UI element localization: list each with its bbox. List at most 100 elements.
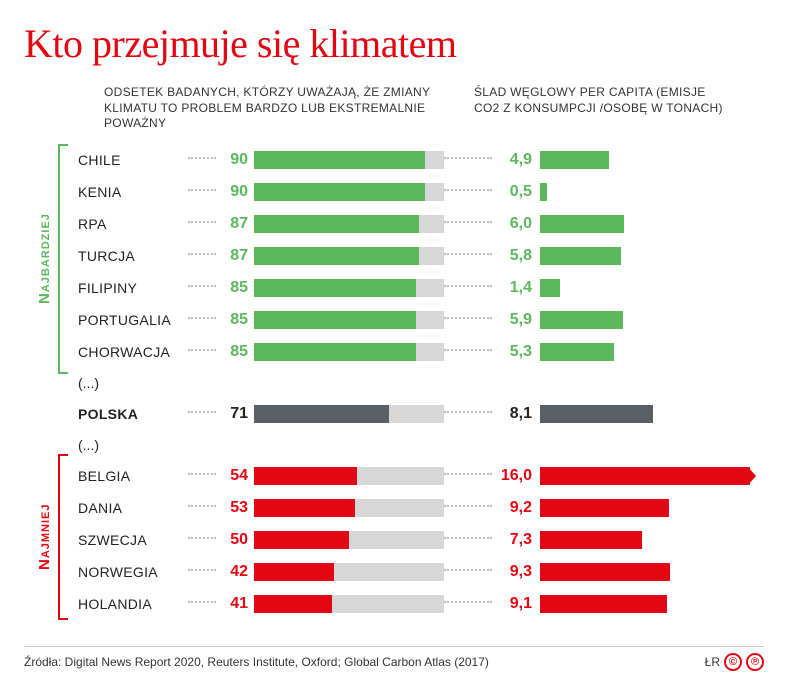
percent-bar-track [254, 151, 444, 169]
data-row: BELGIA 54 16,0 [78, 460, 764, 492]
carbon-value: 9,2 [492, 499, 532, 517]
carbon-value: 6,0 [492, 215, 532, 233]
dots [188, 253, 216, 255]
carbon-bar [540, 531, 642, 549]
data-row: RPA 87 6,0 [78, 208, 764, 240]
data-row: HOLANDIA 41 9,1 [78, 588, 764, 620]
carbon-bar [540, 343, 614, 361]
data-row: CHILE904,9 [78, 144, 764, 176]
country-label: SZWECJA [78, 532, 188, 548]
data-row: FILIPINY851,4 [78, 272, 764, 304]
source-text: Źródła: Digital News Report 2020, Reuter… [24, 655, 489, 669]
label-least: Najmniej [36, 454, 53, 620]
carbon-bar-track [540, 343, 750, 361]
country-label: HOLANDIA [78, 596, 188, 612]
country-label: PORTUGALIA [78, 312, 188, 328]
percent-bar [254, 279, 416, 297]
carbon-bar-track [540, 499, 750, 517]
country-label: KENIA [78, 184, 188, 200]
carbon-bar-track [540, 247, 750, 265]
percent-value: 85 [216, 343, 248, 361]
carbon-value: 9,1 [492, 595, 532, 613]
label-most: Najbardziej [36, 144, 53, 374]
country-label: POLSKA [78, 406, 188, 422]
dots [188, 601, 216, 603]
country-label: FILIPINY [78, 280, 188, 296]
header-carbon: ŚLAD WĘGLOWY PER CAPITA (EMISJE CO2 Z KO… [474, 85, 734, 132]
data-row: NORWEGIA429,3 [78, 556, 764, 588]
carbon-bar-track [540, 563, 750, 581]
dots [188, 157, 216, 159]
carbon-value: 5,8 [492, 247, 532, 265]
country-label: DANIA [78, 500, 188, 516]
phono-badge: ℗ [746, 653, 764, 671]
percent-value: 87 [216, 247, 248, 265]
carbon-bar [540, 595, 667, 613]
percent-bar-track [254, 531, 444, 549]
carbon-bar [540, 279, 560, 297]
chart-title: Kto przejmuje się klimatem [24, 20, 764, 67]
carbon-bar-track [540, 151, 750, 169]
carbon-value: 5,3 [492, 343, 532, 361]
data-row: CHORWACJA 85 5,3 [78, 336, 764, 368]
carbon-bar [540, 499, 669, 517]
percent-value: 54 [216, 467, 248, 485]
percent-bar [254, 247, 419, 265]
dots [188, 221, 216, 223]
country-label: RPA [78, 216, 188, 232]
percent-bar-track [254, 343, 444, 361]
carbon-value: 4,9 [492, 151, 532, 169]
data-row: DANIA539,2 [78, 492, 764, 524]
bracket-top [58, 144, 68, 374]
data-row: POLSKA718,1 [78, 398, 764, 430]
percent-bar-track [254, 595, 444, 613]
carbon-bar-track [540, 311, 750, 329]
carbon-bar-track [540, 405, 750, 423]
carbon-value: 16,0 [492, 467, 532, 485]
percent-bar-track [254, 499, 444, 517]
percent-bar-track [254, 279, 444, 297]
data-row: TURCJA875,8 [78, 240, 764, 272]
percent-bar [254, 563, 334, 581]
dots [444, 537, 492, 539]
percent-value: 41 [216, 595, 248, 613]
country-label: CHILE [78, 152, 188, 168]
ellipsis-row: (...) [78, 430, 764, 460]
country-label: BELGIA [78, 468, 188, 484]
percent-bar-track [254, 215, 444, 233]
author-initials: ŁR [705, 655, 720, 669]
dots [444, 505, 492, 507]
carbon-value: 0,5 [492, 183, 532, 201]
percent-value: 50 [216, 531, 248, 549]
copyright-badge: © [724, 653, 742, 671]
data-row: SZWECJA 50 7,3 [78, 524, 764, 556]
header-percent: ODSETEK BADANYCH, KTÓRZY UWAŻAJĄ, ŻE ZMI… [104, 85, 444, 132]
percent-value: 87 [216, 215, 248, 233]
percent-bar [254, 499, 355, 517]
rows-container: CHILE904,9KENIA900,5RPA876,0TURCJA875,8F… [78, 144, 764, 620]
percent-bar-track [254, 405, 444, 423]
carbon-value: 7,3 [492, 531, 532, 549]
percent-value: 85 [216, 279, 248, 297]
percent-bar-track [254, 467, 444, 485]
dots [188, 317, 216, 319]
overflow-arrow-icon [748, 467, 756, 485]
ellipsis-row: (...) [78, 368, 764, 398]
dots [188, 505, 216, 507]
carbon-bar-track [540, 279, 750, 297]
dots [188, 569, 216, 571]
carbon-bar-track [540, 467, 750, 485]
carbon-value: 5,9 [492, 311, 532, 329]
carbon-bar [540, 215, 624, 233]
percent-bar-track [254, 311, 444, 329]
dots [444, 253, 492, 255]
credits: ŁR © ℗ [705, 653, 764, 671]
dots [444, 189, 492, 191]
dots [444, 221, 492, 223]
country-label: CHORWACJA [78, 344, 188, 360]
ellipsis: (...) [78, 375, 99, 391]
percent-bar [254, 151, 425, 169]
carbon-bar [540, 405, 653, 423]
bracket-bottom [58, 454, 68, 620]
dots [444, 157, 492, 159]
